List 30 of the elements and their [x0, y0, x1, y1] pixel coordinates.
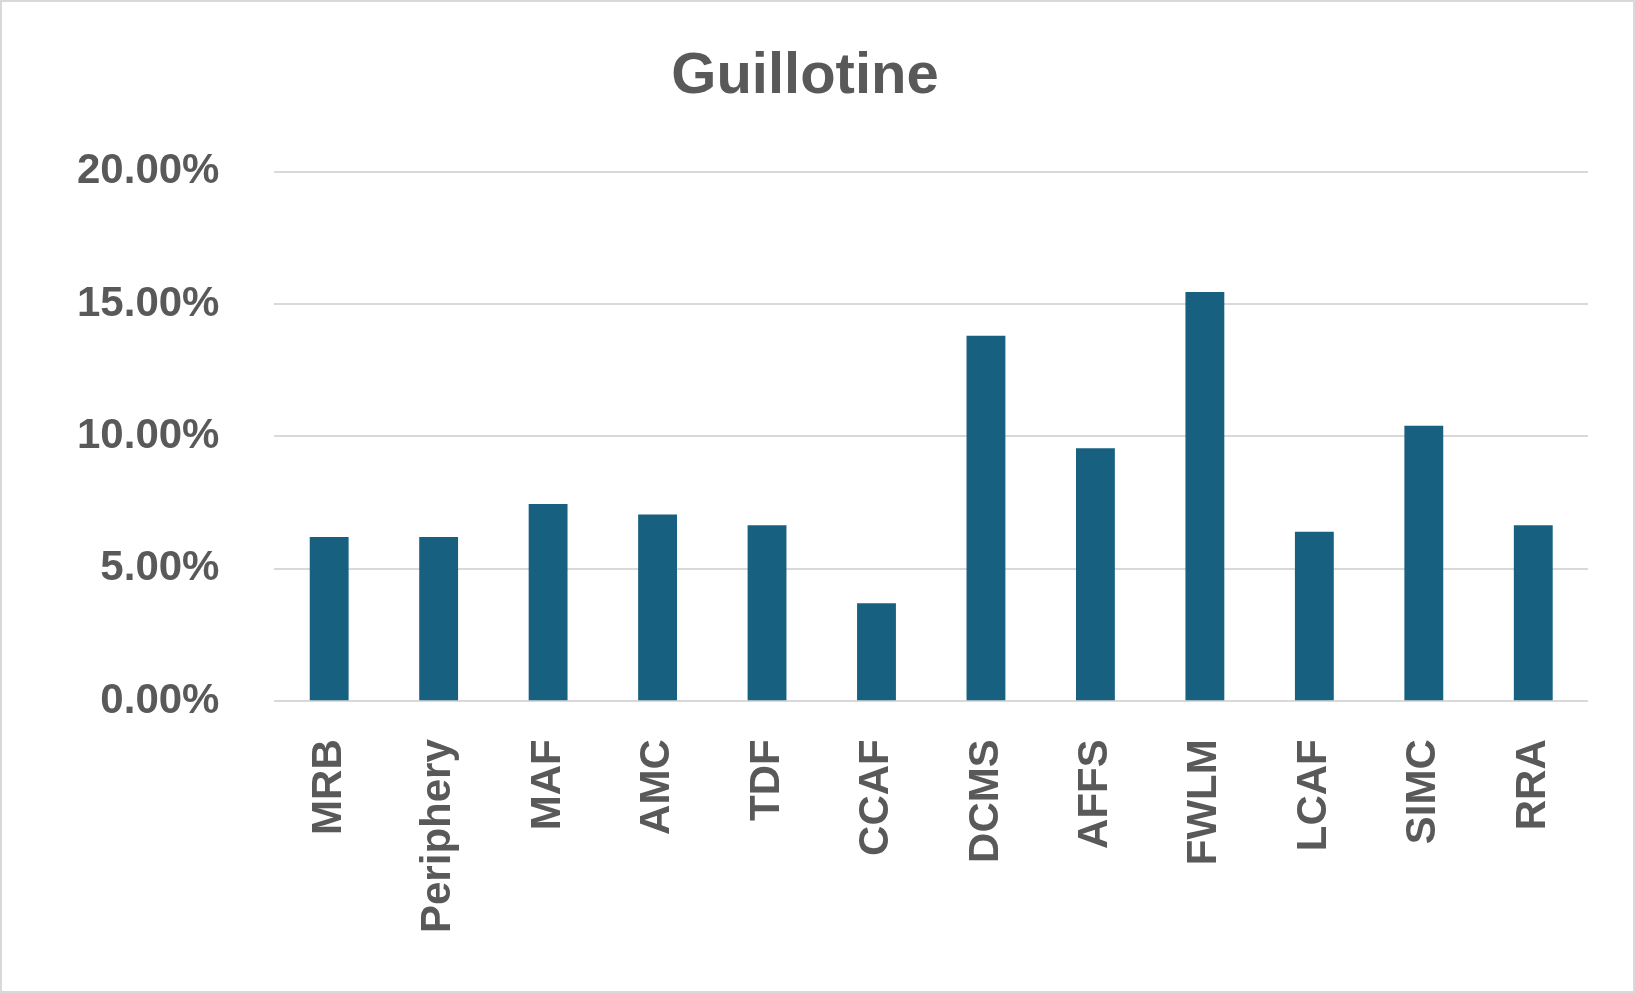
bar — [419, 537, 459, 701]
x-tick-label: TDF — [740, 739, 788, 821]
x-tick-label: LCAF — [1287, 739, 1335, 852]
x-tick-label: RRA — [1506, 739, 1554, 831]
y-tick-label: 5.00% — [100, 542, 220, 590]
bar — [528, 503, 568, 701]
bar — [1294, 531, 1334, 701]
bar — [857, 603, 896, 701]
chart-title: Guillotine — [671, 39, 939, 105]
x-tick-label: FWLM — [1178, 739, 1226, 866]
y-tick-label: 15.00% — [76, 277, 220, 325]
y-tick-label: 10.00% — [76, 410, 220, 457]
bar — [1185, 292, 1225, 701]
bar — [747, 525, 787, 701]
bar — [966, 335, 1006, 701]
x-tick-label: AMC — [631, 739, 679, 835]
bar — [1404, 425, 1444, 701]
bar — [1513, 525, 1553, 701]
x-tick-label: DCMS — [959, 739, 1007, 863]
bar — [1075, 448, 1115, 701]
x-tick-label: Periphery — [412, 738, 460, 934]
x-tick-label: SIMC — [1397, 739, 1445, 845]
x-tick-label: MRB — [302, 739, 350, 835]
x-tick-label: CCAF — [850, 739, 898, 856]
y-tick-label: 20.00% — [76, 145, 220, 193]
bar — [309, 537, 349, 701]
x-tick-label: AFFS — [1069, 739, 1116, 849]
bar — [638, 514, 677, 701]
y-tick-label: 0.00% — [100, 674, 220, 722]
x-tick-label: MAF — [521, 739, 569, 831]
